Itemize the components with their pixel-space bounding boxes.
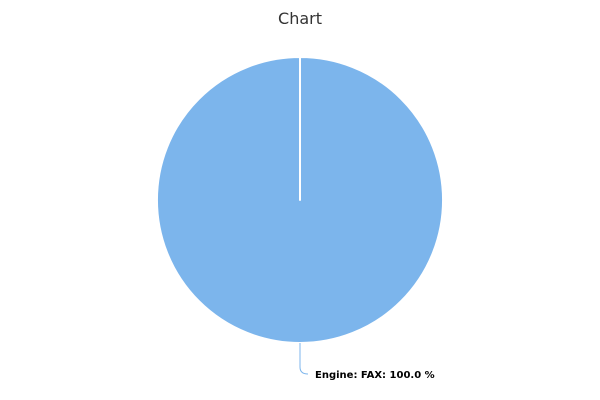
- pie-slices: [157, 57, 443, 343]
- pie-slice[interactable]: [157, 57, 443, 343]
- chart-title: Chart: [278, 9, 322, 28]
- slice-label: Engine: FAX: 100.0 %: [315, 370, 435, 381]
